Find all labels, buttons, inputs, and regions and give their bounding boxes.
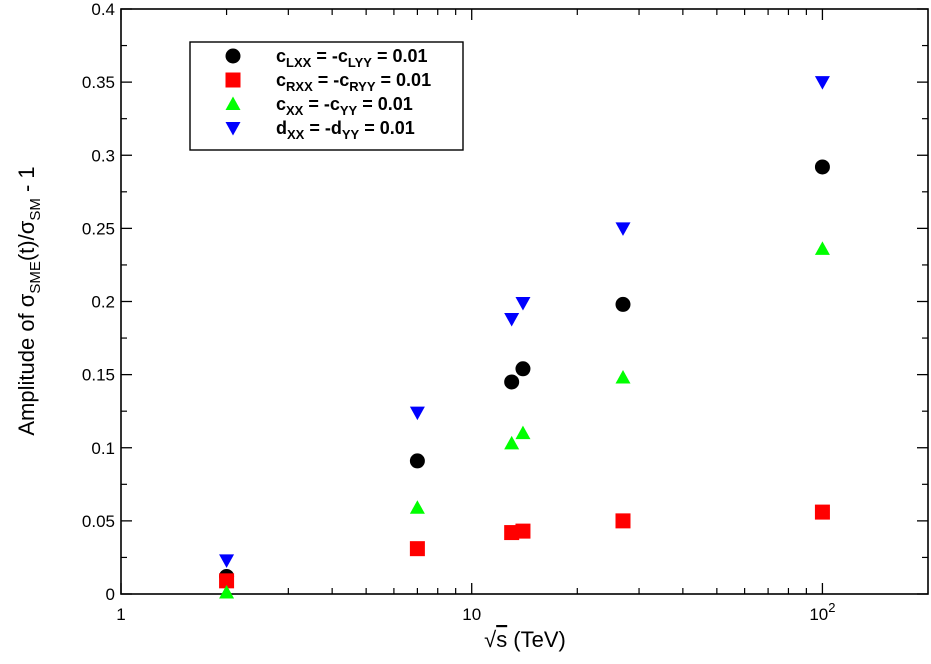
data-point-triangle-down: [615, 222, 631, 236]
y-tick-labels: 0 0.05 0.1 0.15 0.2 0.25 0.3 0.35 0.4: [82, 0, 115, 604]
legend-label: dXX = -dYY = 0.01: [276, 118, 415, 142]
data-point-triangle-up: [409, 500, 425, 514]
y-axis-title: Amplitude of σSME(t)/σSM - 1: [14, 166, 44, 435]
legend-marker-square: [225, 72, 241, 88]
x-axis-title: √s (TeV): [484, 627, 566, 652]
data-point-triangle-down: [814, 76, 830, 90]
axis-ticks: [120, 8, 928, 595]
legend-label: cLXX = -cLYY = 0.01: [276, 46, 427, 70]
series-1: [219, 159, 830, 584]
legend-marker-circle: [225, 48, 241, 64]
data-point-triangle-down: [219, 554, 235, 568]
data-point-triangle-down: [515, 296, 531, 311]
data-point-triangle-up: [615, 370, 631, 384]
data-point-triangle-up: [219, 585, 235, 599]
x-axis-title-var: s: [496, 627, 507, 652]
data-point-circle: [615, 296, 631, 312]
y-tick-label: 0.25: [82, 219, 115, 238]
data-points: [219, 76, 830, 599]
data-point-square: [615, 513, 631, 529]
data-point-triangle-up: [814, 241, 830, 255]
data-point-triangle-down: [409, 406, 425, 421]
legend-marker-triangle-down: [225, 122, 241, 136]
x-tick-label: 10: [462, 605, 481, 624]
x-tick-label: 102: [809, 600, 835, 624]
y-tick-label: 0.3: [91, 146, 115, 165]
data-point-square: [409, 541, 425, 557]
x-tick-labels: 1 10 102: [116, 600, 835, 624]
legend-label: cRXX = -cRYY = 0.01: [276, 70, 431, 94]
y-tick-label: 0: [106, 585, 115, 604]
x-tick-label: 1: [116, 605, 125, 624]
y-tick-label: 0.35: [82, 73, 115, 92]
y-tick-label: 0.1: [91, 439, 115, 458]
data-point-circle: [515, 361, 531, 377]
legend-item-1: cLXX = -cLYY = 0.01: [225, 46, 427, 70]
data-point-circle: [814, 159, 830, 175]
legend-item-4: dXX = -dYY = 0.01: [225, 118, 415, 142]
legend-item-3: cXX = -cYY = 0.01: [225, 94, 413, 118]
legend-marker-triangle-up: [225, 96, 241, 110]
data-point-circle: [504, 374, 520, 390]
series-3: [219, 241, 830, 599]
series-2: [219, 504, 830, 589]
y-tick-label: 0.05: [82, 512, 115, 531]
legend-label: cXX = -cYY = 0.01: [276, 94, 413, 118]
data-point-square: [504, 525, 520, 541]
y-tick-label: 0.2: [91, 293, 115, 312]
data-point-circle: [409, 453, 425, 469]
data-point-square: [515, 523, 531, 539]
data-point-triangle-down: [504, 313, 520, 327]
data-point-triangle-up: [504, 435, 520, 450]
data-point-square: [219, 573, 235, 589]
y-tick-label: 0.4: [91, 0, 115, 19]
data-point-square: [814, 504, 830, 520]
data-point-triangle-up: [515, 425, 531, 440]
legend-item-2: cRXX = -cRYY = 0.01: [225, 70, 431, 94]
y-tick-label: 0.15: [82, 366, 115, 385]
series-4: [219, 76, 830, 568]
